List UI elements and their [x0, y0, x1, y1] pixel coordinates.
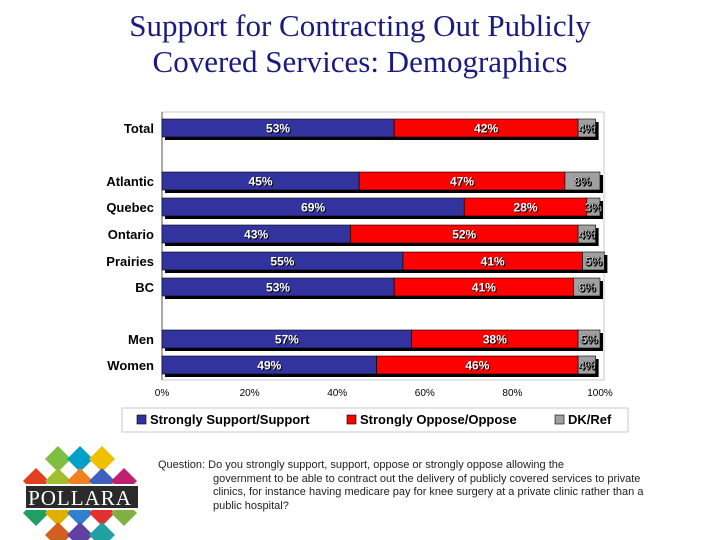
x-tick-label: 80% [502, 388, 522, 399]
data-label: 42% [474, 122, 498, 136]
bar-women-dk [577, 355, 596, 375]
data-label: 4% [578, 359, 596, 373]
data-label: 5% [585, 255, 603, 269]
legend: Strongly Support/Support Strongly Oppose/… [121, 407, 629, 433]
data-label: 28% [514, 201, 538, 215]
data-label: 43% [244, 228, 268, 242]
category-label: Prairies [106, 254, 154, 269]
question-text: Question: Do you strongly support, suppo… [158, 459, 658, 513]
data-label: 47% [450, 175, 474, 189]
data-label: 5% [580, 333, 598, 347]
bar-men-dk [577, 329, 601, 349]
data-label: 41% [472, 281, 496, 295]
data-label: 3% [585, 201, 603, 215]
logo-tile [67, 522, 93, 540]
legend-swatch [346, 414, 357, 425]
logo-tile [89, 522, 115, 540]
legend-label: DK/Ref [568, 412, 612, 427]
logo-text-bg [26, 486, 138, 508]
logo-trademark: ™ [139, 490, 146, 497]
question-rest: government to be able to contract out th… [213, 472, 644, 512]
legend-label: Strongly Oppose/Oppose [360, 412, 517, 427]
question-lead: Question: Do you strongly support, suppo… [158, 459, 565, 471]
data-label: 55% [270, 255, 294, 269]
data-label: 4% [578, 228, 596, 242]
data-label: 52% [452, 228, 476, 242]
bar-ontario-dk [577, 224, 596, 244]
x-tick-label: 60% [415, 388, 435, 399]
category-label: Atlantic [106, 174, 154, 189]
category-label: Total [124, 121, 154, 136]
chart-title-line-1: Support for Contracting Out Publicly [129, 8, 591, 43]
bar-prairies-dk [582, 251, 605, 271]
logo-tile [89, 446, 115, 472]
data-label: 41% [481, 255, 505, 269]
data-label: 38% [483, 333, 507, 347]
bar-atlantic-dk [564, 171, 601, 191]
category-labels: Total Atlantic Quebec Ontario Prairies BC Men W… [106, 121, 154, 373]
legend-swatch [554, 414, 565, 425]
pollara-logo: POLLARA ™ [22, 446, 146, 540]
logo-text: POLLARA [28, 486, 132, 510]
category-label: Women [107, 358, 154, 373]
logo-tile [67, 446, 93, 472]
logo-tile [45, 446, 71, 472]
bar-total-dk [577, 118, 596, 138]
legend-swatch [136, 414, 147, 425]
category-label: BC [135, 280, 154, 295]
data-label: 46% [465, 359, 489, 373]
category-label: Men [128, 332, 154, 347]
x-tick-label: 40% [327, 388, 347, 399]
legend-label: Strongly Support/Support [150, 412, 310, 427]
data-label: 4% [578, 122, 596, 136]
x-axis: 0% 20% 40% 60% 80% 100% [155, 388, 613, 399]
bars-layer: 53% 42% 4% 45% 47% 8% 69% 28% 3% 43% 52% 4% 55% 41% 5%… [161, 118, 608, 377]
bar-bc-dk [573, 277, 601, 297]
chart-title: Support for Contracting Out Publicly Cov… [0, 8, 720, 80]
logo-tile [45, 522, 71, 540]
data-label: 53% [266, 281, 290, 295]
legend-box [121, 407, 629, 433]
chart-title-line-2: Covered Services: Demographics [152, 44, 568, 79]
category-label: Ontario [108, 227, 154, 242]
category-label: Quebec [106, 200, 154, 215]
data-label: 69% [301, 201, 325, 215]
data-label: 49% [257, 359, 281, 373]
data-label: 45% [249, 175, 273, 189]
data-label: 57% [275, 333, 299, 347]
x-tick-label: 100% [587, 388, 613, 399]
bar-quebec-dk [586, 197, 601, 217]
data-label: 8% [574, 175, 592, 189]
data-label: 53% [266, 122, 290, 136]
x-tick-label: 0% [155, 388, 170, 399]
data-label: 6% [578, 281, 596, 295]
x-tick-label: 20% [240, 388, 260, 399]
